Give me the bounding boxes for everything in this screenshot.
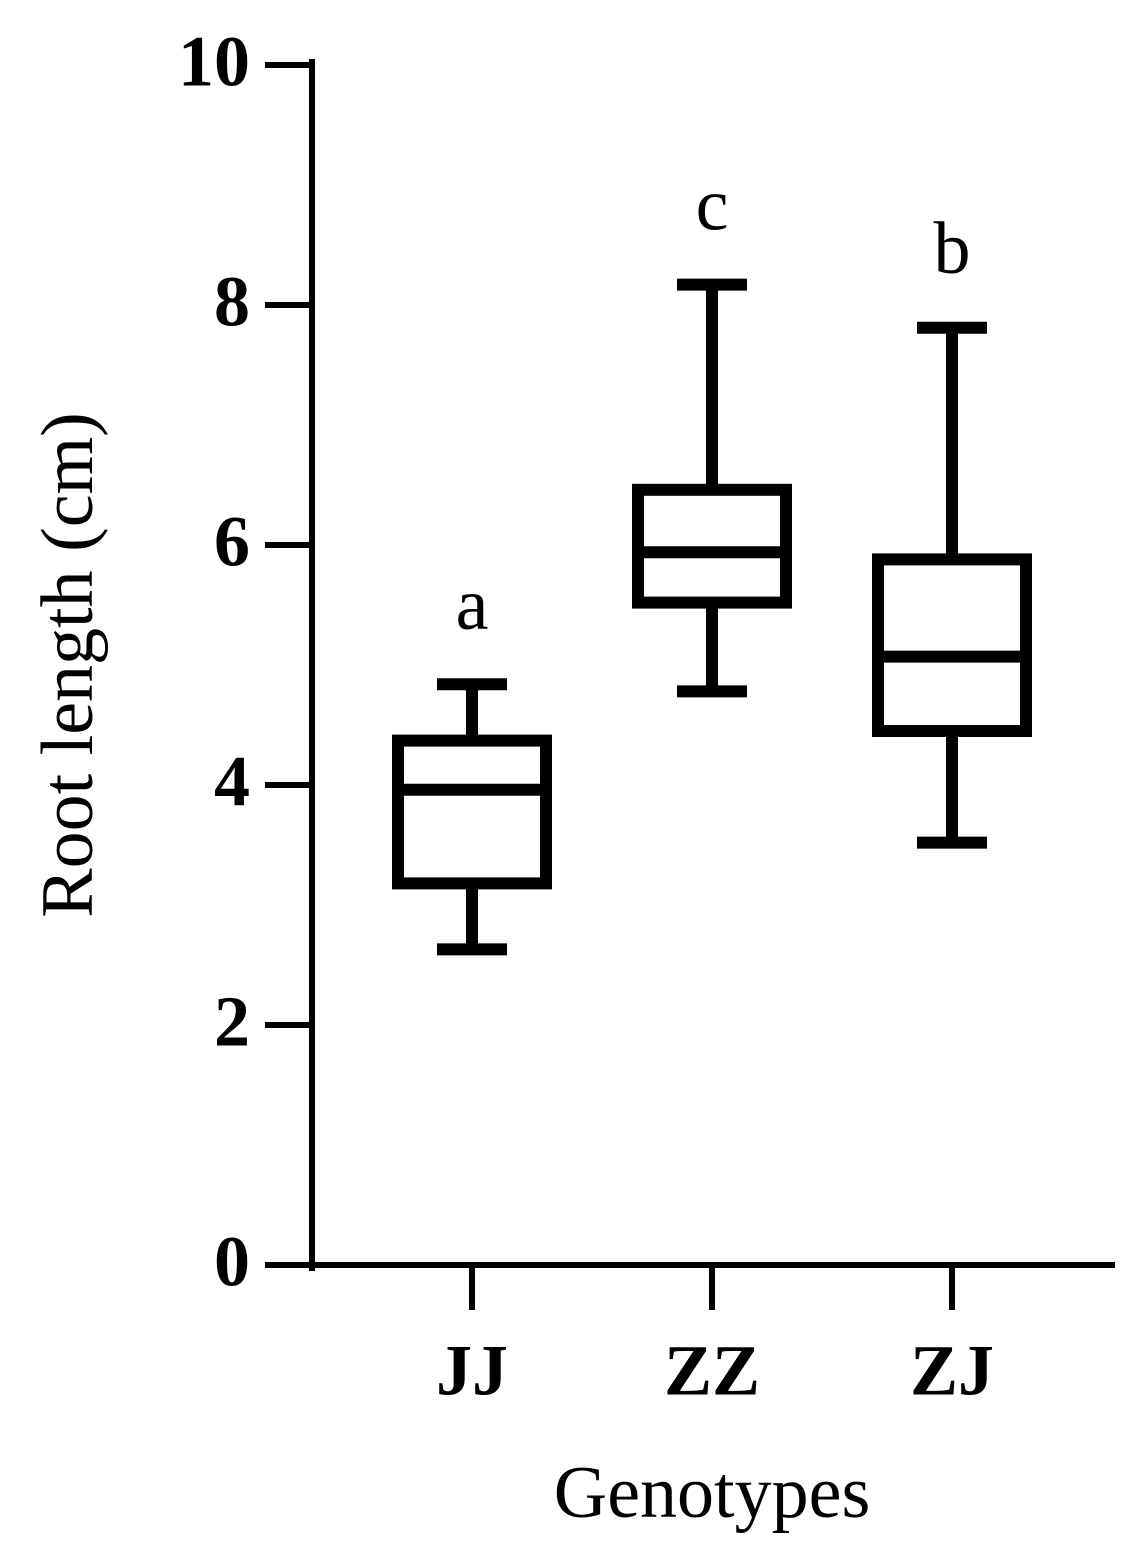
box: [392, 734, 552, 890]
x-tick-label: ZJ: [910, 1331, 994, 1411]
box: [872, 553, 1032, 738]
x-tick-label: ZZ: [664, 1331, 760, 1411]
x-tick-label: JJ: [436, 1331, 508, 1411]
y-tick-label: 4: [214, 742, 250, 822]
y-tick-label: 0: [214, 1222, 250, 1302]
group-letter: c: [696, 165, 729, 247]
x-axis-label: Genotypes: [554, 1452, 871, 1534]
y-axis-label: Root length (cm): [27, 412, 109, 918]
y-tick-label: 8: [214, 262, 250, 342]
box: [632, 483, 792, 609]
y-tick-label: 10: [178, 22, 250, 102]
y-tick-label: 6: [214, 502, 250, 582]
y-tick-label: 2: [214, 982, 250, 1062]
group-letter: b: [934, 208, 971, 290]
group-letter: a: [456, 564, 489, 646]
